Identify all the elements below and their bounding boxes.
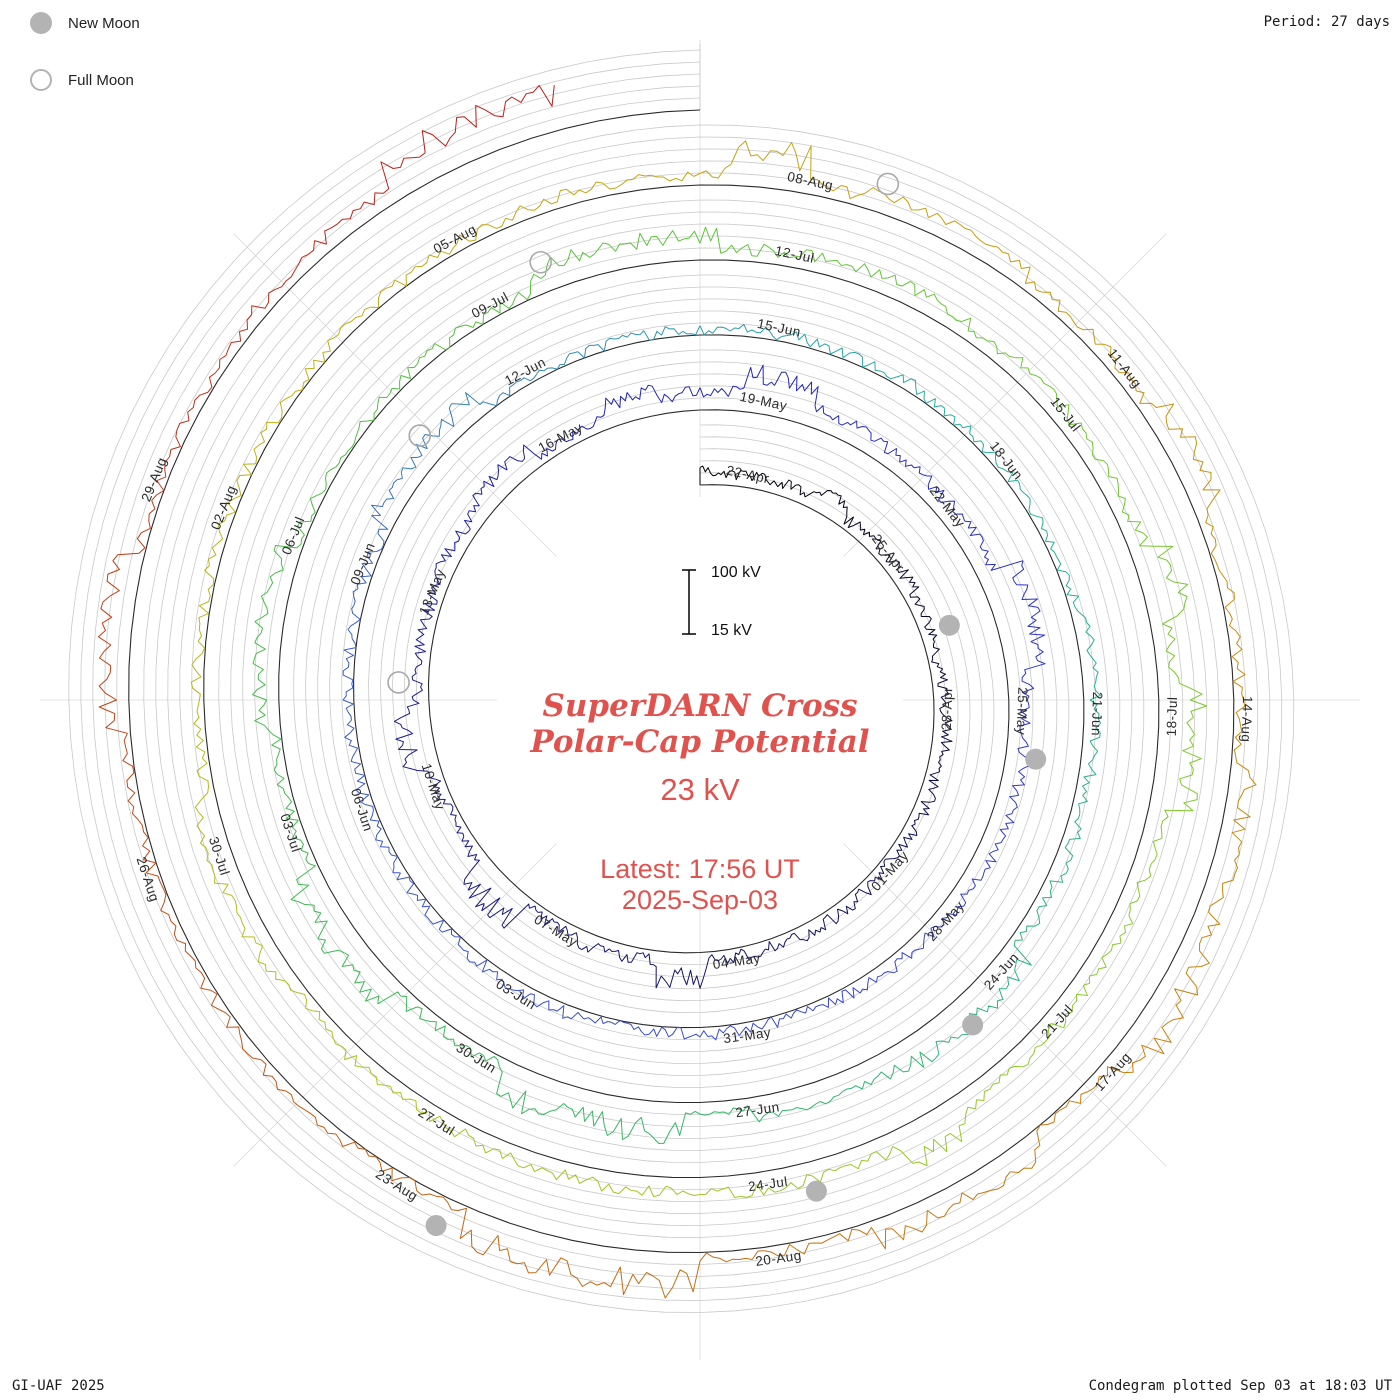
date-label-06-Jun: 06-Jun — [348, 787, 376, 834]
date-label-29-Aug: 29-Aug — [138, 455, 169, 504]
date-label-31-May: 31-May — [722, 1025, 772, 1047]
new-moon-marker-26-May — [1025, 748, 1047, 770]
date-label-03-Jul: 03-Jul — [277, 812, 304, 854]
svg-text:100 kV: 100 kV — [711, 564, 761, 581]
date-label-15-Jun: 15-Jun — [756, 316, 802, 340]
new-moon-marker-24-Jul — [805, 1180, 827, 1202]
date-label-17-Aug: 17-Aug — [1092, 1049, 1134, 1094]
svg-text:15 kV: 15 kV — [711, 622, 752, 639]
new-moon-marker-25-Jun — [962, 1014, 984, 1036]
date-label-23-Aug: 23-Aug — [373, 1167, 420, 1204]
date-label-24-Jul: 24-Jul — [747, 1174, 788, 1194]
date-label-09-Jul: 09-Jul — [469, 289, 511, 321]
date-label-12-Jun: 12-Jun — [502, 354, 548, 388]
scale-bar: 100 kV 15 kV — [682, 564, 761, 639]
full-moon-marker-10-Jul — [529, 250, 552, 274]
new-moon-label: New Moon — [68, 14, 140, 32]
moon-legend: New Moon Full Moon — [30, 10, 140, 124]
date-label-09-Jun: 09-Jun — [347, 540, 377, 587]
date-label-26-Aug: 26-Aug — [134, 855, 163, 904]
full-moon-label: Full Moon — [68, 71, 134, 89]
full-moon-marker-12-May — [387, 671, 410, 694]
date-label-27-Jun: 27-Jun — [735, 1099, 781, 1120]
date-label-15-Jul: 15-Jul — [1047, 394, 1083, 435]
date-label-25-Apr: 25-Apr — [869, 531, 908, 575]
date-label-01-May: 01-May — [868, 848, 911, 894]
full-moon-marker-09-Aug — [876, 172, 900, 196]
credit-label: GI-UAF 2025 — [12, 1378, 105, 1394]
baseline-spiral — [128, 109, 1235, 1254]
date-label-21-Jun: 21-Jun — [1089, 692, 1106, 737]
plotted-timestamp-label: Condegram plotted Sep 03 at 18:03 UT — [1088, 1378, 1392, 1394]
potential-trace — [97, 85, 1257, 1299]
full-moon-marker-11-Jun — [408, 424, 432, 447]
date-label-10-May: 10-May — [419, 762, 448, 812]
date-label-25-May: 25-May — [1014, 687, 1031, 736]
date-label-21-Jul: 21-Jul — [1038, 1002, 1076, 1042]
date-label-28-Apr: 28-Apr — [939, 687, 956, 731]
date-label-27-Jul: 27-Jul — [416, 1105, 458, 1139]
radial-gridlines — [40, 40, 1360, 1360]
new-moon-icon — [30, 12, 52, 34]
period-label: Period: 27 days — [1263, 14, 1390, 30]
new-moon-marker-23-Aug — [425, 1215, 447, 1237]
date-label-07-May: 07-May — [531, 912, 580, 950]
new-moon-legend-row: New Moon — [30, 10, 140, 36]
date-label-06-Jul: 06-Jul — [279, 514, 308, 557]
full-moon-icon — [30, 69, 52, 91]
full-moon-legend-row: Full Moon — [30, 67, 140, 93]
date-label-02-Aug: 02-Aug — [208, 483, 239, 532]
date-label-19-May: 19-May — [738, 389, 788, 414]
date-label-08-Aug: 08-Aug — [786, 169, 835, 193]
date-label-28-May: 28-May — [924, 898, 967, 944]
kv-gridline-spirals — [68, 44, 1295, 1313]
date-label-04-May: 04-May — [712, 951, 762, 973]
moon-markers — [387, 172, 1047, 1237]
new-moon-marker-27-Apr — [938, 614, 960, 636]
date-label-14-Aug: 14-Aug — [1238, 696, 1255, 743]
date-label-18-Jul: 18-Jul — [1164, 696, 1180, 736]
date-label-20-Aug: 20-Aug — [754, 1248, 802, 1269]
